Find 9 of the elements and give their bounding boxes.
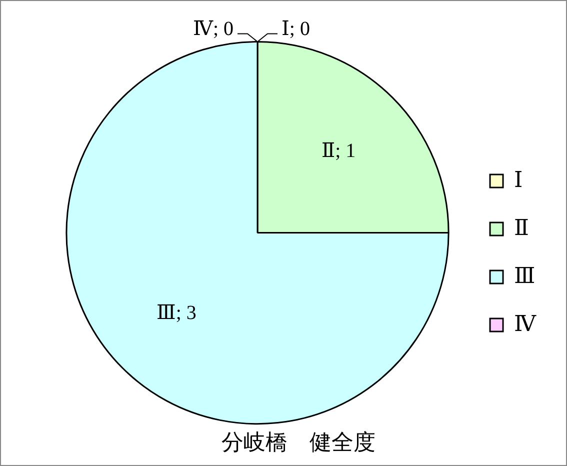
data-label: Ⅲ; 3 [156, 302, 196, 324]
data-label: Ⅱ; 1 [321, 140, 356, 162]
text: Ⅰ; 0 [282, 18, 310, 40]
legend-label: Ⅱ [514, 214, 529, 240]
legend-label: Ⅰ [514, 166, 523, 192]
text: 分岐橋 健全度 [222, 430, 376, 456]
legend-label: Ⅳ [514, 310, 538, 336]
legend-label: Ⅲ [514, 262, 536, 288]
text: Ⅳ; 0 [192, 18, 234, 40]
